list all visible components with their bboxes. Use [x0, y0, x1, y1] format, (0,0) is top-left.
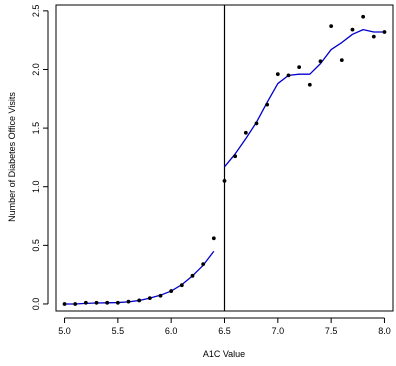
y-tick-label: 0.5	[31, 239, 41, 252]
data-point	[105, 300, 110, 305]
data-point	[94, 300, 99, 305]
data-point	[275, 72, 280, 77]
data-point	[350, 27, 355, 32]
data-point	[83, 300, 88, 305]
data-point	[126, 299, 131, 304]
y-tick-label: 1.0	[31, 180, 41, 193]
data-point	[233, 154, 238, 159]
data-point	[307, 82, 312, 87]
data-point	[339, 58, 344, 63]
fit-curve-right	[223, 28, 385, 168]
data-point	[73, 302, 78, 306]
y-axis-label: Number of Diabetes Office Visits	[7, 92, 17, 222]
y-tick-label: 1.5	[31, 122, 41, 135]
data-point	[286, 73, 291, 78]
data-point	[243, 130, 248, 135]
data-point	[382, 30, 387, 34]
y-tick-label: 2.0	[31, 63, 41, 76]
data-point	[222, 178, 227, 183]
data-point	[190, 273, 195, 278]
data-point	[158, 293, 163, 298]
data-point	[297, 65, 302, 70]
x-axis-label: A1C Value	[203, 349, 245, 359]
fit-curve-left	[64, 250, 215, 305]
x-tick-label: 8.0	[378, 326, 391, 336]
data-point	[265, 102, 270, 107]
data-point	[147, 296, 152, 301]
y-tick-label: 2.5	[31, 5, 41, 18]
data-point	[361, 14, 366, 19]
data-point	[179, 283, 184, 288]
data-point	[371, 34, 376, 39]
data-point	[211, 236, 216, 241]
data-point	[137, 298, 142, 303]
data-point	[62, 302, 67, 306]
data-point	[169, 289, 174, 293]
x-tick-label: 7.5	[325, 326, 338, 336]
y-tick-label: 0.0	[31, 298, 41, 311]
data-point	[318, 59, 323, 64]
data-point	[115, 300, 120, 305]
x-tick-label: 6.5	[218, 326, 231, 336]
x-tick-label: 5.0	[58, 326, 71, 336]
data-point	[329, 24, 334, 29]
x-tick-label: 7.0	[272, 326, 285, 336]
x-tick-label: 6.0	[165, 326, 178, 336]
data-point	[201, 262, 206, 267]
x-tick-label: 5.5	[112, 326, 125, 336]
data-point	[254, 121, 259, 126]
